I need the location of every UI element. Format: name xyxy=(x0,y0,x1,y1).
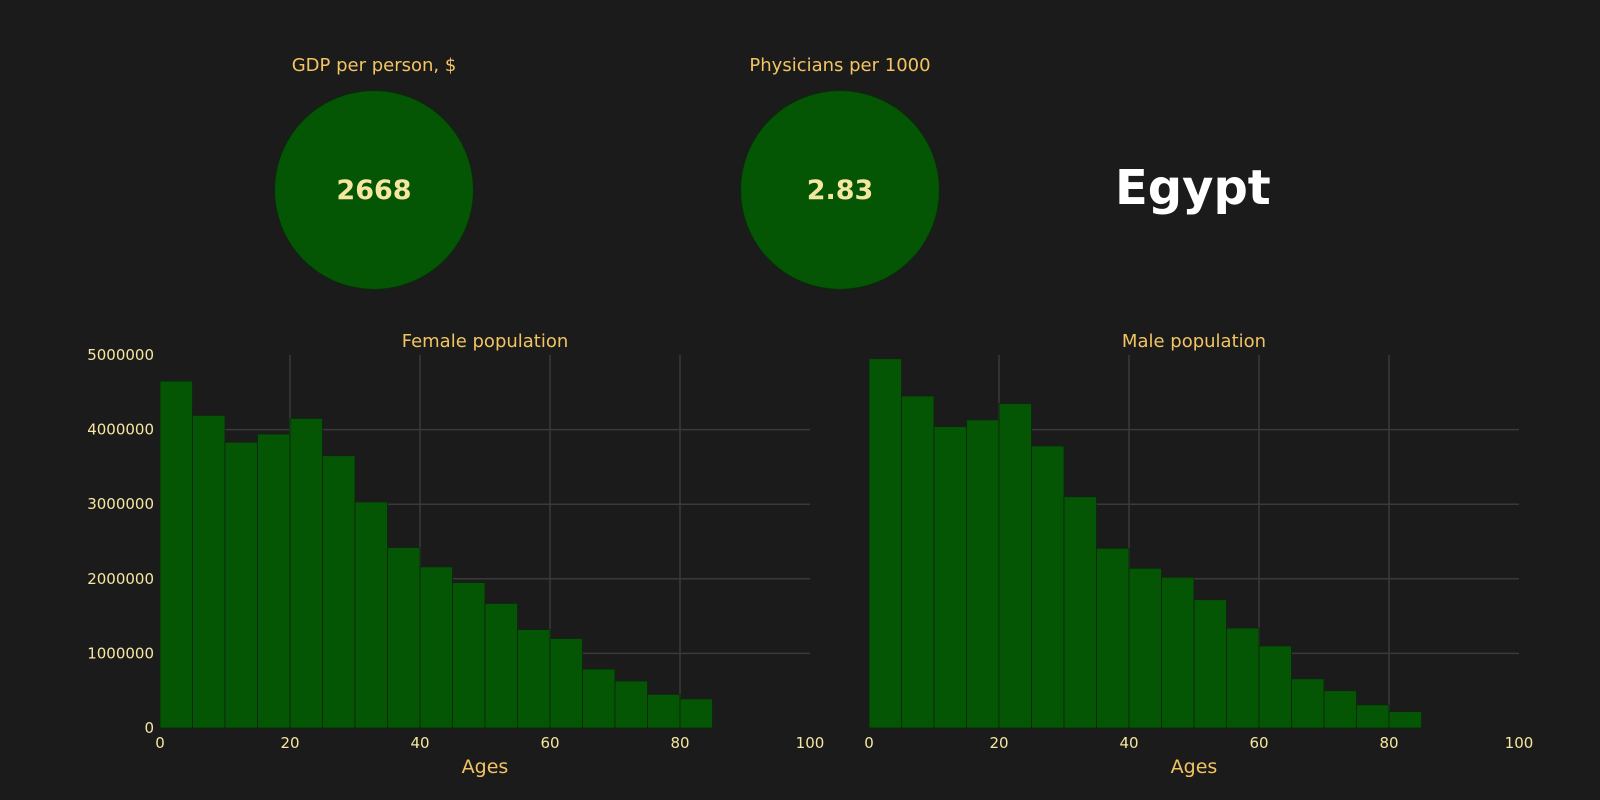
male-bar xyxy=(1291,678,1325,729)
female-y-tick-label: 1000000 xyxy=(87,644,154,662)
country-name: Egypt xyxy=(1115,160,1271,216)
male-x-tick-label: 80 xyxy=(1379,734,1398,752)
male-bar xyxy=(1161,576,1195,729)
female-x-tick-label: 60 xyxy=(540,734,559,752)
female-bar xyxy=(192,415,226,729)
female-bar xyxy=(647,694,681,729)
physicians-kpi-value: 2.83 xyxy=(806,174,874,206)
female-chart-title: Female population xyxy=(402,331,569,352)
female-bar xyxy=(549,638,583,729)
female-bar xyxy=(387,547,421,729)
male-x-axis-label: Ages xyxy=(1171,756,1218,778)
male-bar xyxy=(1193,599,1227,729)
female-bar xyxy=(159,380,193,729)
gdp-kpi-value: 2668 xyxy=(336,174,412,206)
male-chart-title: Male population xyxy=(1122,331,1266,352)
male-x-tick-label: 60 xyxy=(1249,734,1268,752)
female-bar xyxy=(322,455,356,729)
female-bar xyxy=(419,566,453,729)
female-bar xyxy=(679,698,713,729)
female-bar xyxy=(614,680,648,729)
male-bar xyxy=(1356,704,1390,729)
female-y-tick-label: 5000000 xyxy=(87,346,154,364)
female-y-tick-label: 0 xyxy=(144,719,154,737)
male-x-tick-label: 0 xyxy=(864,734,874,752)
male-bar xyxy=(1128,567,1162,729)
female-bar xyxy=(452,582,486,729)
male-bar xyxy=(1096,547,1130,729)
male-bar xyxy=(1031,445,1065,729)
gdp-kpi-title: GDP per person, $ xyxy=(291,55,457,76)
female-x-axis-label: Ages xyxy=(462,756,509,778)
male-bar xyxy=(998,403,1032,729)
male-bar xyxy=(1323,690,1357,729)
female-x-tick-label: 100 xyxy=(796,734,825,752)
female-bar xyxy=(224,441,258,729)
physicians-kpi-circle: 2.83 xyxy=(740,90,940,290)
female-x-tick-label: 40 xyxy=(410,734,429,752)
physicians-kpi-title: Physicians per 1000 xyxy=(749,55,931,76)
male-bar xyxy=(966,419,1000,729)
female-x-tick-label: 20 xyxy=(280,734,299,752)
male-bar xyxy=(901,395,935,729)
male-x-tick-label: 40 xyxy=(1119,734,1138,752)
female-x-tick-label: 0 xyxy=(155,734,165,752)
female-bar xyxy=(289,418,323,729)
male-x-tick-label: 100 xyxy=(1505,734,1534,752)
male-bar xyxy=(1258,645,1292,729)
male-bar xyxy=(1226,627,1260,729)
male-bar xyxy=(868,358,902,729)
female-y-tick-label: 3000000 xyxy=(87,495,154,513)
male-bar xyxy=(1063,496,1097,729)
female-bar xyxy=(582,668,616,729)
female-bar xyxy=(257,433,291,729)
female-x-tick-label: 80 xyxy=(670,734,689,752)
female-bar xyxy=(484,603,518,729)
gdp-kpi-circle: 2668 xyxy=(274,90,474,290)
male-bar xyxy=(1388,711,1422,729)
female-y-tick-label: 2000000 xyxy=(87,570,154,588)
male-bar xyxy=(933,426,967,729)
female-y-tick-label: 4000000 xyxy=(87,421,154,439)
male-x-tick-label: 20 xyxy=(989,734,1008,752)
female-bar xyxy=(517,629,551,729)
female-bar xyxy=(354,501,388,729)
